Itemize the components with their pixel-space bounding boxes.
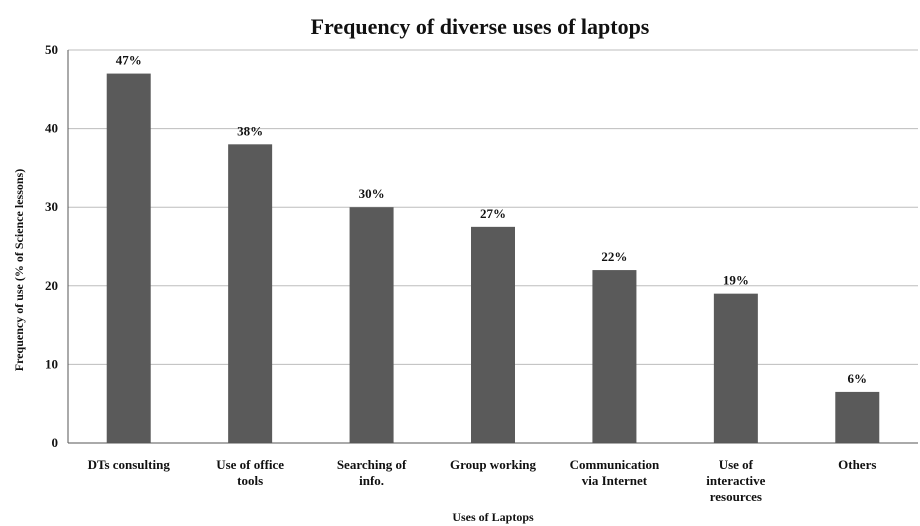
- x-category-label: DTs consulting: [88, 457, 171, 472]
- x-axis-categories: DTs consulting Use of office tools Searchin…: [88, 457, 877, 504]
- data-label: 47%: [116, 53, 142, 68]
- bar: [228, 144, 273, 443]
- y-axis-ticks: 0 10 20 30 40 50: [45, 42, 58, 450]
- data-label: 19%: [723, 273, 749, 288]
- chart-title: Frequency of diverse uses of laptops: [311, 14, 650, 39]
- x-category-line: info.: [359, 473, 384, 488]
- x-category-line: Use of office: [216, 457, 284, 472]
- y-tick-label: 20: [45, 278, 58, 293]
- y-tick-label: 40: [45, 121, 58, 136]
- x-category-line: via Internet: [582, 473, 648, 488]
- x-category-label: Others: [838, 457, 876, 472]
- data-label: 22%: [601, 249, 627, 264]
- bars: [106, 73, 880, 443]
- bar: [835, 391, 880, 443]
- x-category-line: interactive: [706, 473, 765, 488]
- x-category-line: resources: [710, 489, 762, 504]
- x-category-label: Use of office tools: [216, 457, 284, 488]
- y-tick-label: 50: [45, 42, 58, 57]
- data-label: 27%: [480, 206, 506, 221]
- y-tick-label: 0: [52, 435, 59, 450]
- x-category-label: Use of interactive resources: [706, 457, 765, 504]
- y-axis-label: Frequency of use (% of Science lessons): [12, 169, 26, 371]
- gridlines: [68, 49, 918, 365]
- x-category-line: DTs consulting: [88, 457, 171, 472]
- x-category-line: tools: [237, 473, 263, 488]
- y-tick-label: 10: [45, 356, 58, 371]
- x-category-label: Communication via Internet: [570, 457, 660, 488]
- bar: [349, 207, 394, 443]
- bar: [713, 293, 758, 443]
- x-axis-label: Uses of Laptops: [452, 510, 534, 524]
- y-tick-label: 30: [45, 199, 58, 214]
- x-category-line: Group working: [450, 457, 537, 472]
- x-category-line: Others: [838, 457, 876, 472]
- bar: [471, 226, 515, 443]
- data-label: 38%: [237, 123, 263, 138]
- x-category-label: Group working: [450, 457, 537, 472]
- data-label: 6%: [848, 371, 868, 386]
- bar: [106, 73, 151, 443]
- x-category-line: Use of: [719, 457, 754, 472]
- bar: [592, 270, 637, 443]
- x-category-line: Searching of: [337, 457, 407, 472]
- x-category-label: Searching of info.: [337, 457, 407, 488]
- data-label: 30%: [359, 186, 385, 201]
- data-labels: 47% 38% 30% 27% 22% 19% 6%: [116, 53, 867, 386]
- x-category-line: Communication: [570, 457, 660, 472]
